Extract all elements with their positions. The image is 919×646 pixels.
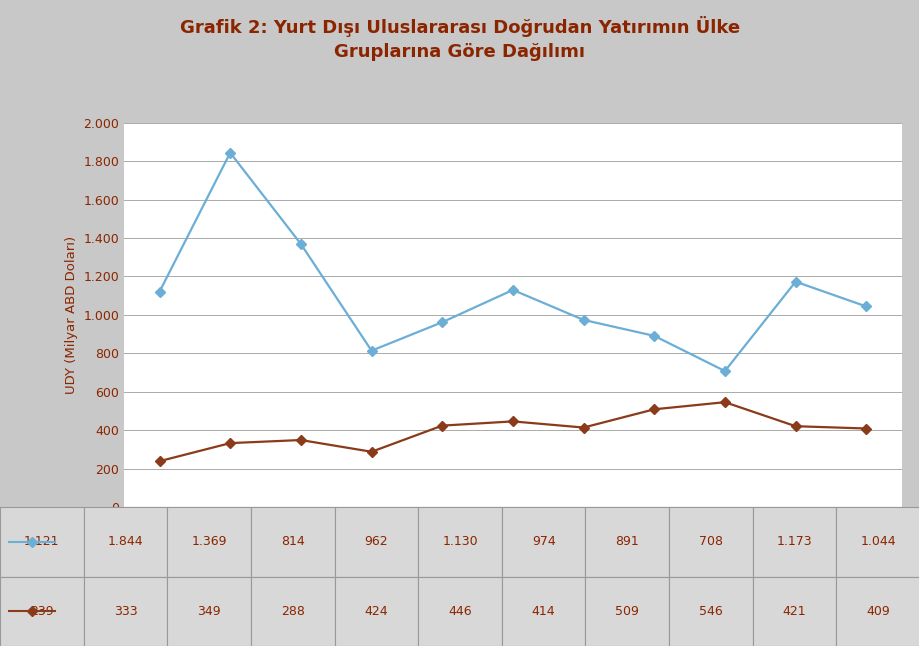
Y-axis label: UDY (Milyar ABD Doları): UDY (Milyar ABD Doları) — [65, 236, 78, 394]
Text: Grafik 2: Yurt Dışı Uluslararası Doğrudan Yatırımın Ülke
Gruplarına Göre Dağılım: Grafik 2: Yurt Dışı Uluslararası Doğruda… — [180, 16, 739, 61]
